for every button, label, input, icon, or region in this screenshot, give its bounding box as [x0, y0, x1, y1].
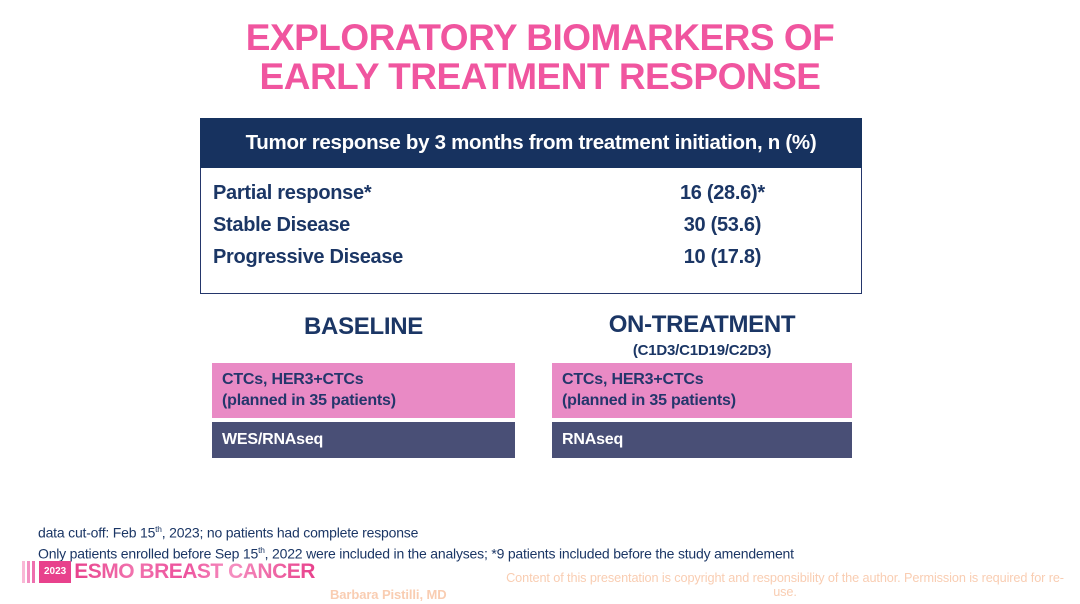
baseline-ctc-line1: CTCs, HER3+CTCs [222, 371, 364, 388]
footnote-superscript: th [155, 524, 162, 534]
baseline-ctc-line2: (planned in 35 patients) [222, 392, 396, 409]
table-body: Partial response* 16 (28.6)* Stable Dise… [200, 168, 862, 294]
copyright-notice: Content of this presentation is copyrigh… [506, 571, 1064, 599]
footnote-text: , 2022 were included in the analyses; *9… [264, 545, 794, 562]
on-treatment-subheading: (C1D3/C1D19/C2D3) [632, 342, 772, 359]
footnote-line1: data cut-off: Feb 15th, 2023; no patient… [38, 521, 794, 542]
footnote-superscript: th [258, 545, 265, 556]
logo-stripes-icon [22, 561, 37, 583]
on-treatment-ctc-line1: CTCs, HER3+CTCs [562, 371, 704, 388]
slide-title-line1: EXPLORATORY BIOMARKERS OF [245, 17, 835, 58]
on-treatment-ctc-box: CTCs, HER3+CTCs (planned in 35 patients) [552, 363, 852, 418]
footnote-text: data cut-off: Feb 15 [38, 524, 156, 541]
row-value: 10 (17.8) [683, 246, 762, 268]
slide-title: EXPLORATORY BIOMARKERS OF EARLY TREATMEN… [0, 18, 1080, 96]
logo-year-badge: 2023 [39, 561, 72, 583]
esmo-breast-cancer-logo: 2023 ESMO BREAST CANCER [22, 560, 315, 584]
on-treatment-ctc-line2: (planned in 35 patients) [562, 392, 736, 409]
on-treatment-heading-text: ON-TREATMENT [608, 311, 796, 338]
logo-text: ESMO BREAST CANCER [74, 560, 315, 583]
table-row: Progressive Disease 10 (17.8) [201, 241, 861, 273]
tumor-response-table: Tumor response by 3 months from treatmen… [200, 118, 862, 294]
table-header: Tumor response by 3 months from treatmen… [200, 118, 862, 168]
on-treatment-heading: ON-TREATMENT (C1D3/C1D19/C2D3) [552, 311, 852, 359]
row-label: Stable Disease [213, 214, 350, 236]
baseline-heading: BASELINE [304, 313, 423, 340]
row-label: Partial response* [213, 182, 372, 204]
row-label: Progressive Disease [213, 246, 403, 268]
author-name: Barbara Pistilli, MD [330, 587, 447, 602]
on-treatment-seq-box: RNAseq [552, 422, 852, 458]
footnote-text: Only patients enrolled before Sep 15 [38, 545, 259, 562]
table-row: Partial response* 16 (28.6)* [201, 177, 861, 209]
baseline-seq-box: WES/RNAseq [212, 422, 515, 458]
baseline-ctc-box: CTCs, HER3+CTCs (planned in 35 patients) [212, 363, 515, 418]
table-row: Stable Disease 30 (53.6) [201, 209, 861, 241]
footnote-text: , 2023; no patients had complete respons… [161, 524, 419, 541]
slide-title-line2: EARLY TREATMENT RESPONSE [259, 56, 821, 97]
footnote-line2: Only patients enrolled before Sep 15th, … [38, 542, 794, 563]
row-value: 16 (28.6)* [679, 182, 765, 204]
row-value: 30 (53.6) [683, 214, 762, 236]
footnotes: data cut-off: Feb 15th, 2023; no patient… [38, 521, 794, 563]
